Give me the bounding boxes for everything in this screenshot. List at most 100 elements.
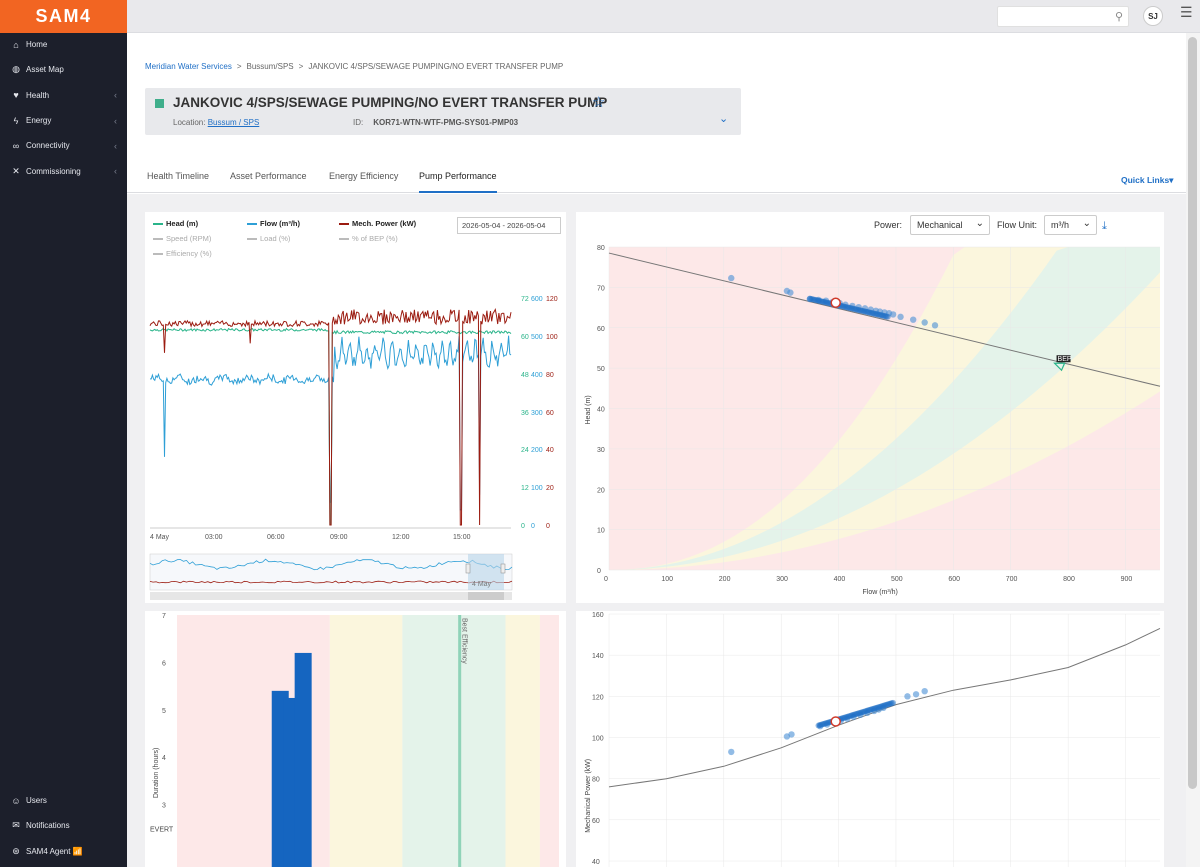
breadcrumb-organisation[interactable]: Meridian Water Services	[145, 62, 232, 71]
operating-point[interactable]	[728, 274, 735, 282]
operating-point[interactable]	[912, 691, 920, 698]
sidebar-item-users[interactable]: ☺ Users	[0, 788, 127, 813]
tab-bar: Health Timeline Asset Performance Energy E…	[127, 165, 1200, 193]
sidebar-item-home[interactable]: ⌂ Home	[0, 32, 127, 57]
x-tick-label: 600	[948, 576, 960, 583]
y-tick-label: 50	[597, 366, 605, 373]
legend-item[interactable]: Load (%)	[247, 234, 290, 243]
flow-unit-select[interactable]: m³/h ⌄	[1044, 215, 1097, 235]
flow-series-line[interactable]	[149, 335, 512, 511]
tab-energy-efficiency[interactable]: Energy Efficiency	[329, 171, 399, 181]
breadcrumb-separator: >	[236, 62, 242, 71]
navigator[interactable]	[149, 553, 513, 591]
download-icon[interactable]: ⤓	[1102, 220, 1107, 232]
timeseries-chart[interactable]: 4 May 03:00 06:00 09:00 12:00 15:00 72 60 48 36 24…	[145, 212, 566, 603]
head-tick-label: 60	[521, 334, 529, 341]
user-avatar[interactable]: SJ	[1143, 6, 1163, 26]
legend-item[interactable]: Efficiency (%)	[153, 249, 212, 258]
breadcrumb-separator: >	[298, 62, 304, 71]
x-tick-label: 0	[604, 576, 608, 583]
y-tick-label: 40	[592, 859, 600, 866]
flow-tick-label: 0	[531, 523, 535, 530]
location-link[interactable]: Bussum / SPS	[207, 118, 260, 127]
legend-item[interactable]: % of BEP (%)	[339, 234, 398, 243]
page-scrollbar[interactable]	[1186, 33, 1200, 867]
legend-label: Flow (m³/h)	[260, 219, 300, 228]
operating-point[interactable]	[787, 289, 794, 296]
operating-point[interactable]	[897, 313, 904, 321]
operating-point[interactable]	[884, 313, 891, 320]
sidebar-item-energy[interactable]: ϟ Energy ‹	[0, 108, 127, 133]
quick-links-button[interactable]: Quick Links▾	[1121, 175, 1174, 185]
sidebar-item-label: Home	[26, 40, 48, 50]
head-tick-label: 0	[521, 523, 525, 530]
tab-asset-performance[interactable]: Asset Performance	[230, 171, 307, 181]
duration-bar-chart[interactable]: Best Efficiency 3 4 5 6 7 Duration (hours) EVER…	[145, 611, 566, 867]
asset-id: ID: KOR71-WTN-WTF-PMG-SYS01-PMP03	[353, 118, 518, 127]
x-tick-label: 09:00	[330, 534, 348, 541]
head-series-line[interactable]	[149, 327, 512, 526]
sidebar-item-label: SAM4 Agent 📶	[26, 846, 83, 856]
sam4-logo[interactable]: SAM4	[0, 0, 127, 33]
power-tick-label: 100	[546, 334, 558, 341]
legend-item[interactable]: Head (m)	[153, 219, 198, 228]
menu-icon[interactable]: ☰	[1180, 4, 1193, 20]
sidebar-item-asset-map[interactable]: ◍ Asset Map	[0, 57, 127, 82]
date-range-picker[interactable]: 2026-05-04 - 2026-05-04	[457, 217, 561, 234]
scrollbar-thumb[interactable]	[1188, 37, 1197, 789]
operating-point[interactable]	[921, 687, 928, 695]
operating-point[interactable]	[931, 322, 939, 329]
navigator-scrollbar-thumb[interactable]	[468, 592, 504, 600]
legend-item[interactable]: Speed (RPM)	[153, 234, 211, 243]
operating-point[interactable]	[889, 311, 897, 318]
y-tick-label: 7	[162, 613, 166, 620]
efficiency-zone-poor-right	[539, 615, 559, 867]
legend-label: Speed (RPM)	[166, 234, 212, 243]
asset-id-value: KOR71-WTN-WTF-PMG-SYS01-PMP03	[373, 118, 519, 127]
operating-point[interactable]	[909, 316, 917, 323]
current-operating-point[interactable]	[830, 716, 841, 727]
tab-health-timeline[interactable]: Health Timeline	[147, 171, 210, 181]
duration-panel: Best Efficiency 3 4 5 6 7 Duration (hours) EVER…	[145, 611, 566, 867]
sidebar-item-label: Energy	[26, 116, 52, 126]
power-flow-chart[interactable]: 40 60 80 100 120 140 160 Mechanical Power (kW)	[576, 611, 1164, 867]
legend-item[interactable]: Mech. Power (kW)	[339, 219, 416, 228]
navigator-scrollbar[interactable]	[150, 592, 512, 600]
power-select[interactable]: Mechanical ⌄	[910, 215, 990, 235]
id-label: ID:	[353, 118, 364, 127]
bep-label-bg	[1056, 355, 1071, 363]
power-series-line[interactable]	[149, 308, 512, 526]
operating-point[interactable]	[904, 693, 911, 700]
efficiency-zone-fair	[329, 615, 403, 867]
operating-point[interactable]	[921, 319, 928, 326]
sidebar-item-label: Health	[26, 90, 50, 100]
head-flow-chart[interactable]: 0 100 200 300 400 500 600 700 800 900 0 10 20 30 40 50 6…	[576, 212, 1164, 603]
navigator-handle-right[interactable]	[500, 563, 506, 574]
bep-marker[interactable]	[1053, 362, 1066, 372]
y-tick-label: 60	[597, 326, 605, 333]
sidebar-item-notifications[interactable]: ✉ Notifications	[0, 813, 127, 838]
search-input[interactable]: ⚲	[997, 6, 1129, 27]
sidebar-item-health[interactable]: ♥ Health ‹	[0, 83, 127, 108]
legend-item[interactable]: Flow (m³/h)	[247, 219, 300, 228]
search-icon[interactable]: ⚲	[1114, 11, 1123, 23]
chevron-down-icon[interactable]: ⌄	[719, 113, 729, 125]
mail-icon: ✉	[12, 820, 20, 831]
power-tick-label: 40	[546, 447, 554, 454]
flow-unit-label: Flow Unit:	[997, 220, 1038, 230]
navigator-handle-left[interactable]	[465, 563, 471, 574]
duration-bar[interactable]	[294, 652, 312, 867]
favorite-star-icon[interactable]: ☆	[592, 94, 606, 111]
operating-point[interactable]	[728, 748, 735, 756]
operating-point[interactable]	[889, 699, 896, 706]
sidebar-item-commissioning[interactable]: ✕ Commissioning ‹	[0, 158, 127, 183]
sidebar-item-connectivity[interactable]: ∞ Connectivity ‹	[0, 133, 127, 158]
current-operating-point[interactable]	[830, 297, 841, 308]
operating-point[interactable]	[788, 731, 795, 738]
navigator-selection[interactable]	[468, 554, 504, 590]
sidebar-item-sam4-agent[interactable]: ⊛ SAM4 Agent 📶	[0, 839, 127, 864]
breadcrumb-site[interactable]: Bussum/SPS	[246, 62, 294, 71]
x-tick-label: 100	[661, 576, 673, 583]
power-tick-label: 0	[546, 523, 550, 530]
tab-pump-performance[interactable]: Pump Performance	[419, 171, 497, 193]
